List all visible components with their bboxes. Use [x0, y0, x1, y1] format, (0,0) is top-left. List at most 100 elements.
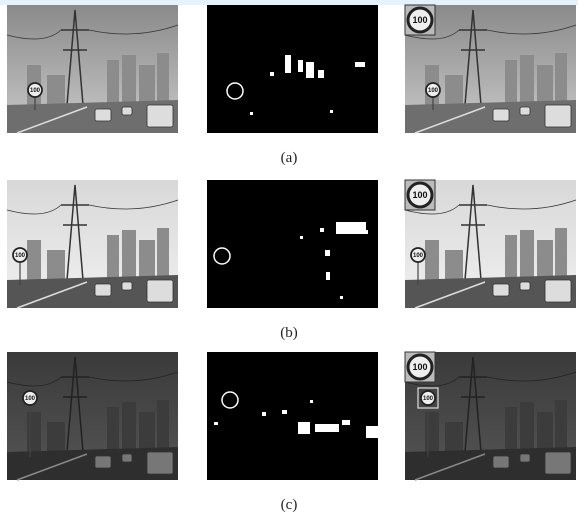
- speed-sign-text: 100: [428, 88, 439, 94]
- detection-blob: [310, 400, 313, 403]
- vehicle: [95, 456, 111, 468]
- detection-blob: [330, 110, 333, 113]
- speed-sign-text: 100: [413, 253, 424, 259]
- building: [139, 240, 155, 280]
- detection-blob: [355, 62, 365, 67]
- figure: 100 100 100 (a) 100 100 100 (b) 100 100 100 (c): [0, 0, 578, 513]
- building: [445, 422, 463, 452]
- detection-blob: [325, 250, 330, 256]
- vehicle: [147, 105, 173, 127]
- detection-blob: [298, 422, 310, 434]
- detection-blob: [320, 228, 324, 232]
- building: [47, 250, 65, 280]
- building: [537, 240, 553, 280]
- detection-blob: [315, 424, 339, 432]
- building: [520, 55, 534, 105]
- building: [537, 412, 553, 452]
- building: [505, 235, 517, 280]
- vehicle: [122, 107, 132, 115]
- vehicle: [493, 284, 509, 296]
- building: [47, 75, 65, 105]
- vehicle: [520, 282, 530, 290]
- speed-sign-text: 100: [25, 396, 36, 402]
- building: [122, 55, 136, 105]
- speed-sign-text: 100: [412, 362, 427, 372]
- vehicle: [122, 282, 132, 290]
- detection-blob: [300, 236, 303, 239]
- building: [505, 60, 517, 105]
- building: [139, 65, 155, 105]
- building: [555, 400, 567, 452]
- panel-caption: (a): [281, 150, 298, 166]
- detection-map: [207, 180, 378, 308]
- detection-blob: [326, 272, 330, 280]
- building: [157, 228, 169, 280]
- building: [445, 250, 463, 280]
- detection-blob: [336, 222, 366, 234]
- building: [520, 230, 534, 280]
- building: [520, 402, 534, 452]
- speed-sign-text: 100: [412, 190, 427, 200]
- detection-blob: [214, 422, 218, 425]
- vehicle: [545, 452, 571, 474]
- building: [122, 402, 136, 452]
- photo-panel: 100: [7, 180, 178, 308]
- vehicle: [147, 452, 173, 474]
- panel-caption: (c): [281, 497, 298, 513]
- detection-map-panel: [207, 352, 378, 480]
- detection-blob: [342, 420, 350, 425]
- photo-panel: 100 100: [405, 5, 576, 133]
- building: [122, 230, 136, 280]
- vehicle: [520, 107, 530, 115]
- detection-blob: [366, 426, 378, 438]
- detection-blob: [362, 230, 368, 234]
- detection-map: [207, 5, 378, 133]
- speed-sign-text: 100: [423, 396, 434, 402]
- speed-sign-text: 100: [30, 88, 41, 94]
- vehicle: [493, 109, 509, 121]
- building: [139, 412, 155, 452]
- speed-sign-text: 100: [15, 253, 26, 259]
- photo-panel: 100 100: [405, 352, 576, 480]
- building: [425, 412, 439, 452]
- vehicle: [95, 284, 111, 296]
- vehicle: [520, 454, 530, 462]
- detection-blob: [306, 62, 314, 78]
- detection-map-panel: [207, 5, 378, 133]
- detection-blob: [298, 60, 303, 72]
- detection-blob: [340, 296, 343, 299]
- building: [445, 75, 463, 105]
- building: [27, 412, 41, 452]
- photo-panel: 100 100: [405, 180, 576, 308]
- building: [157, 400, 169, 452]
- panel-caption: (b): [280, 325, 298, 341]
- building: [157, 53, 169, 105]
- building: [107, 407, 119, 452]
- vehicle: [95, 109, 111, 121]
- vehicle: [147, 280, 173, 302]
- building: [555, 53, 567, 105]
- detection-map-panel: [207, 180, 378, 308]
- vehicle: [545, 280, 571, 302]
- building: [537, 65, 553, 105]
- detection-blob: [270, 72, 274, 76]
- detection-blob: [318, 70, 324, 78]
- detection-blob: [282, 410, 287, 414]
- top-strip: [0, 0, 578, 5]
- building: [425, 240, 439, 280]
- building: [107, 235, 119, 280]
- detection-blob: [285, 55, 291, 73]
- speed-sign-text: 100: [412, 15, 427, 25]
- building: [555, 228, 567, 280]
- vehicle: [545, 105, 571, 127]
- building: [107, 60, 119, 105]
- photo-panel: 100: [7, 5, 178, 133]
- detection-map: [207, 352, 378, 480]
- detection-blob: [262, 412, 266, 416]
- vehicle: [122, 454, 132, 462]
- detection-blob: [250, 112, 253, 115]
- photo-panel: 100: [7, 352, 178, 480]
- building: [27, 240, 41, 280]
- building: [47, 422, 65, 452]
- building: [505, 407, 517, 452]
